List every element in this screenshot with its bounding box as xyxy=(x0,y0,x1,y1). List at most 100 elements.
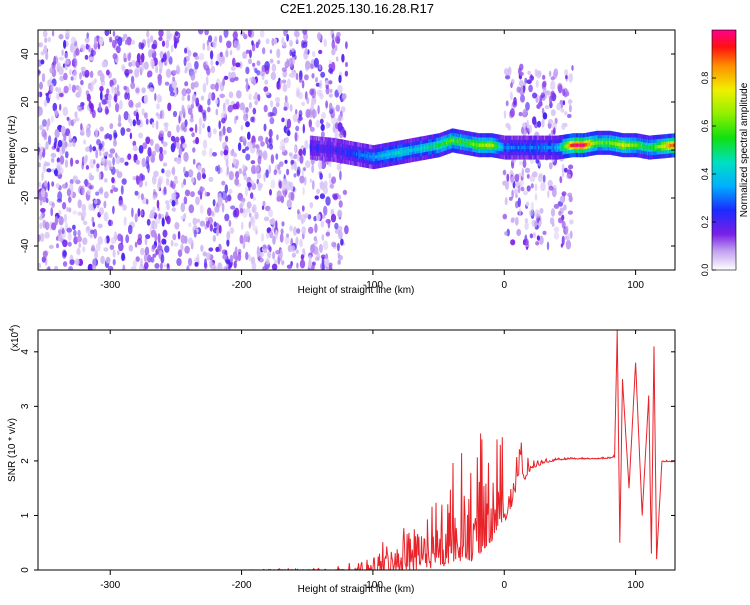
spectrogram-ridge-cell xyxy=(309,145,312,150)
spectrogram-ridge-cell xyxy=(590,142,592,146)
spectrogram-cell xyxy=(45,141,49,150)
spectrogram-cell xyxy=(204,258,207,268)
spectrogram-cell xyxy=(109,123,114,130)
spectrogram-cell xyxy=(145,198,149,205)
spectrogram-cell xyxy=(281,221,285,227)
spectrogram-cell xyxy=(62,106,69,117)
spectrogram-cell xyxy=(333,194,338,201)
spectrogram-cell xyxy=(520,94,525,103)
spectrogram-cell xyxy=(192,147,196,153)
spectrogram-cell xyxy=(95,242,101,252)
spectrogram-cell xyxy=(516,228,522,237)
spectrogram-ridge-cell xyxy=(620,143,623,147)
spectrogram-cell xyxy=(269,49,273,54)
spectrogram-cell xyxy=(163,239,167,245)
spectrogram-cell xyxy=(571,65,574,71)
spectrogram-ridge-cell xyxy=(585,143,587,147)
spectrogram-cell xyxy=(273,169,277,176)
spectrogram-cell xyxy=(562,88,566,97)
spectrogram-cell xyxy=(175,136,180,143)
spectrogram-cell xyxy=(103,200,107,209)
spectrogram-cell xyxy=(284,235,290,245)
spectrogram-ridge-cell xyxy=(398,150,401,155)
spectrogram-cell xyxy=(165,169,171,178)
spectrogram-cell xyxy=(232,57,236,67)
spectrogram-cell xyxy=(159,262,163,270)
spectrogram-cell xyxy=(184,47,188,54)
spectrogram-cell xyxy=(295,125,300,132)
spectrogram-cell xyxy=(190,82,195,90)
spectrogram-cell xyxy=(306,97,310,105)
spectrogram-cell xyxy=(167,130,172,138)
spectrogram-cell xyxy=(207,125,211,133)
spectrogram-cell xyxy=(165,68,172,78)
spectrogram-cell xyxy=(223,265,227,270)
spectrogram-cell xyxy=(192,217,198,226)
spectrogram-cell xyxy=(75,117,80,122)
spectrogram-ridge-cell xyxy=(432,144,435,148)
spectrogram-cell xyxy=(509,91,513,101)
spectrogram-ridge-cell xyxy=(429,145,431,149)
spectrogram-cell xyxy=(172,233,177,241)
spectrogram-cell xyxy=(567,113,572,119)
spectrogram-cell xyxy=(290,159,295,165)
spectrogram-ridge-cell xyxy=(497,144,500,149)
spectrogram-cell xyxy=(252,225,258,232)
spectrogram-ridge-cell xyxy=(464,141,467,145)
spectrogram-ridge-cell xyxy=(543,145,546,150)
spectrogram-cell xyxy=(568,164,574,170)
spectrogram-cell xyxy=(202,83,207,93)
spectrogram-cell xyxy=(117,36,123,47)
spectrogram-cell xyxy=(41,171,44,181)
spectrogram-cell xyxy=(157,233,161,243)
spectrogram-cell xyxy=(199,220,206,227)
x-tick-label: 100 xyxy=(627,280,644,291)
spectrogram-cell xyxy=(149,87,154,93)
spectrogram-cell xyxy=(107,93,112,101)
spectrogram-cell xyxy=(80,123,83,131)
spectrogram-cell xyxy=(178,110,183,116)
spectrogram-ridge-cell xyxy=(489,143,492,147)
spectrogram-cell xyxy=(143,61,149,70)
spectrogram-cell xyxy=(247,131,251,140)
spectrogram-ridge-cell xyxy=(378,154,380,158)
spectrogram-cell xyxy=(264,65,270,75)
spectrogram-cell xyxy=(196,171,202,181)
spectrogram-ridge-cell xyxy=(593,141,596,145)
spectrogram-cell xyxy=(553,226,560,232)
spectrogram-cell xyxy=(112,30,116,37)
spectrogram-cell xyxy=(311,51,316,57)
spectrogram-cell xyxy=(152,253,157,258)
spectrogram-cell xyxy=(180,243,184,252)
spectrogram-ridge-cell xyxy=(424,146,427,150)
spectrogram-cell xyxy=(81,203,87,213)
spectrogram-cell xyxy=(195,97,200,107)
spectrogram-y-label: Frequency (Hz) xyxy=(7,116,18,185)
spectrogram-ridge-cell xyxy=(525,145,527,150)
spectrogram-cell xyxy=(128,99,134,108)
spectrogram-ridge-cell xyxy=(580,143,583,147)
spectrogram-cell xyxy=(189,118,194,123)
spectrogram-cell xyxy=(148,49,153,58)
spectrogram-cell xyxy=(293,173,297,178)
spectrogram-cell xyxy=(316,252,321,261)
spectrogram-cell xyxy=(286,33,289,42)
spectrogram-cell xyxy=(151,244,157,250)
x-tick-label: -100 xyxy=(363,280,383,291)
spectrogram-cell xyxy=(103,191,109,199)
spectrogram-ridge-cell xyxy=(358,152,360,157)
spectrogram-cell xyxy=(41,129,47,138)
spectrogram-cell xyxy=(539,235,544,245)
spectrogram-cell xyxy=(315,78,318,83)
spectrogram-cell xyxy=(154,263,160,269)
spectrogram-cell xyxy=(46,122,49,132)
spectrogram-cell xyxy=(560,108,565,113)
spectrogram-cell xyxy=(205,76,209,86)
spectrogram-cell xyxy=(521,126,525,135)
spectrogram-cell xyxy=(122,264,126,270)
spectrogram-cell xyxy=(265,38,270,45)
spectrogram-cell xyxy=(209,147,213,158)
spectrogram-cell xyxy=(99,207,104,216)
spectrogram-cell xyxy=(163,263,167,268)
spectrogram-cell xyxy=(258,182,261,187)
